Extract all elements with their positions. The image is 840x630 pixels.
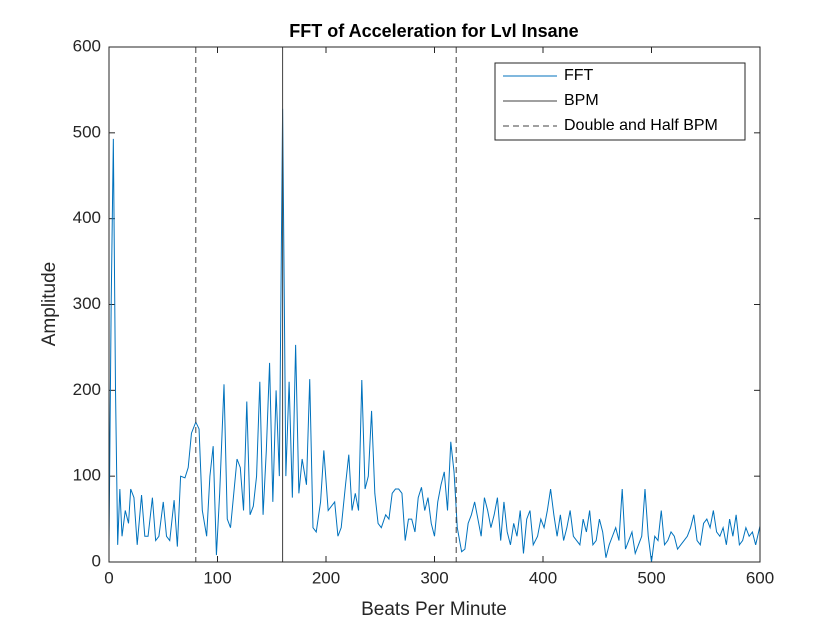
y-tick-label: 400 — [73, 208, 101, 227]
axes-box — [108, 46, 761, 563]
y-tick-label: 500 — [73, 122, 101, 141]
x-tick-label: 500 — [637, 568, 665, 587]
legend: FFT BPM Double and Half BPM — [494, 62, 746, 141]
x-tick-label: 400 — [529, 568, 557, 587]
y-tick-label: 600 — [73, 36, 101, 55]
legend-label: Double and Half BPM — [564, 117, 718, 134]
y-tick-label: 100 — [73, 466, 101, 485]
y-tick-label: 200 — [73, 380, 101, 399]
y-tick-label: 300 — [73, 294, 101, 313]
x-tick-label: 0 — [104, 568, 113, 587]
x-tick-label: 300 — [420, 568, 448, 587]
legend-label: FFT — [564, 67, 594, 84]
y-axis-label: Amplitude — [39, 262, 60, 347]
y-tick-label: 0 — [92, 551, 101, 570]
x-axis-label: Beats Per Minute — [361, 599, 507, 620]
x-tick-label: 200 — [312, 568, 340, 587]
legend-label: BPM — [564, 92, 599, 109]
x-tick-label: 100 — [203, 568, 231, 587]
x-tick-label: 600 — [746, 568, 774, 587]
fft-line — [108, 108, 761, 563]
chart-title: FFT of Acceleration for Lvl Insane — [289, 21, 578, 41]
